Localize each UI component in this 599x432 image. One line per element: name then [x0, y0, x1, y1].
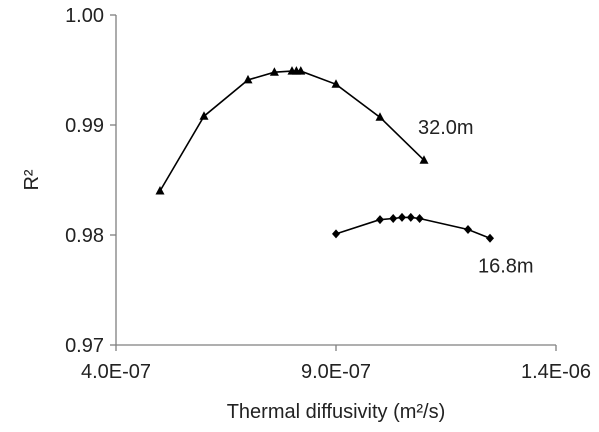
x-tick-label: 1.4E-06	[521, 361, 591, 383]
triangle-marker	[155, 186, 165, 195]
triangle-marker	[296, 66, 306, 75]
y-tick-label: 1.00	[65, 5, 104, 27]
triangle-marker	[269, 67, 279, 76]
y-axis-title: R²	[21, 169, 43, 190]
x-ticks: 4.0E-07 9.0E-07 1.4E-06	[81, 345, 591, 383]
diamond-marker	[389, 214, 398, 223]
diamond-marker	[398, 212, 406, 222]
diamond-marker	[332, 229, 340, 239]
series-label: 32.0m	[418, 117, 474, 139]
x-tick-label: 4.0E-07	[81, 361, 151, 383]
diamond-marker	[486, 233, 494, 243]
series-label: 16.8m	[478, 255, 534, 277]
series-layer: 32.0m 16.8m	[155, 66, 534, 277]
triangle-marker	[375, 112, 385, 121]
series-32.0m: 32.0m	[155, 66, 474, 195]
triangle-marker	[243, 74, 253, 84]
diamond-marker	[464, 225, 472, 234]
y-tick-label: 0.99	[65, 115, 104, 137]
series-16.8m: 16.8m	[332, 212, 534, 277]
series-line	[159, 70, 425, 192]
y-ticks: 0.97 0.98 0.99 1.00	[65, 5, 116, 357]
triangle-marker	[199, 111, 209, 120]
y-tick-label: 0.97	[65, 335, 104, 357]
triangle-marker	[419, 155, 429, 164]
diamond-marker	[376, 215, 384, 225]
plot-area: 0.97 0.98 0.99 1.00 4.0E-07 9.0E-07 1.4E-06 3…	[65, 5, 591, 383]
x-axis-title: Thermal diffusivity (m²/s)	[227, 401, 446, 423]
triangle-marker	[331, 79, 341, 88]
y-tick-label: 0.98	[65, 225, 104, 247]
x-tick-label: 9.0E-07	[301, 361, 371, 383]
diamond-marker	[406, 212, 415, 222]
diamond-marker	[415, 214, 424, 223]
